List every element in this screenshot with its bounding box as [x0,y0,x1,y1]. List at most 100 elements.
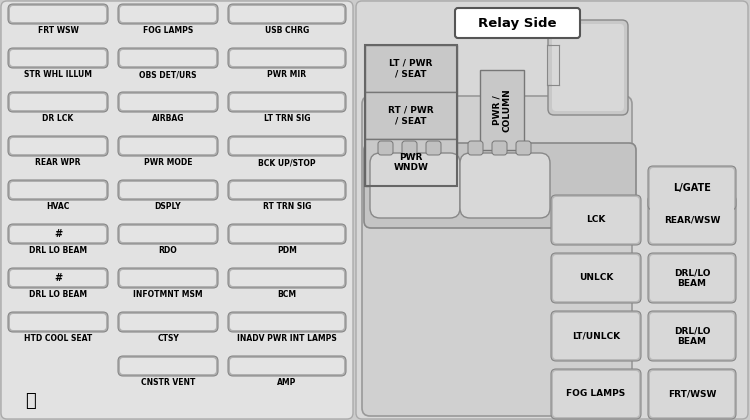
Text: DRL LO BEAM: DRL LO BEAM [29,290,87,299]
FancyBboxPatch shape [120,314,216,330]
Text: LT TRN SIG: LT TRN SIG [264,114,310,123]
FancyBboxPatch shape [228,136,346,156]
FancyBboxPatch shape [553,371,639,417]
FancyBboxPatch shape [468,141,483,155]
FancyBboxPatch shape [118,312,218,332]
FancyBboxPatch shape [10,270,106,286]
FancyBboxPatch shape [118,4,218,24]
Text: AIRBAG: AIRBAG [152,114,184,123]
FancyBboxPatch shape [650,255,734,301]
FancyBboxPatch shape [492,141,507,155]
FancyBboxPatch shape [228,268,346,288]
Bar [365,92,457,139]
FancyBboxPatch shape [8,48,108,68]
FancyBboxPatch shape [230,314,344,330]
Text: STR WHL ILLUM: STR WHL ILLUM [24,70,92,79]
Text: DRL LO BEAM: DRL LO BEAM [29,246,87,255]
Text: CTSY: CTSY [158,334,178,343]
FancyBboxPatch shape [8,4,108,24]
FancyBboxPatch shape [551,311,641,361]
FancyBboxPatch shape [228,312,346,332]
Text: #: # [54,273,62,283]
FancyBboxPatch shape [120,226,216,242]
Text: OBS DET/URS: OBS DET/URS [140,70,196,79]
Text: L/GATE: L/GATE [673,183,711,193]
Bar [365,139,457,186]
Text: 📖: 📖 [25,392,35,410]
FancyBboxPatch shape [10,138,106,154]
FancyBboxPatch shape [648,253,736,303]
Text: #: # [54,229,62,239]
FancyBboxPatch shape [230,94,344,110]
Text: DRL/LO
BEAM: DRL/LO BEAM [674,326,710,346]
Text: INADV PWR INT LAMPS: INADV PWR INT LAMPS [237,334,337,343]
Bar [365,45,457,186]
FancyBboxPatch shape [551,195,641,245]
Text: BCM: BCM [278,290,296,299]
FancyBboxPatch shape [402,141,417,155]
FancyBboxPatch shape [378,141,393,155]
Text: CNSTR VENT: CNSTR VENT [141,378,195,387]
FancyBboxPatch shape [370,153,460,218]
FancyBboxPatch shape [118,92,218,112]
FancyBboxPatch shape [650,168,734,208]
Text: INFOTMNT MSM: INFOTMNT MSM [134,290,202,299]
FancyBboxPatch shape [10,314,106,330]
FancyBboxPatch shape [118,136,218,156]
Text: RT / PWR
/ SEAT: RT / PWR / SEAT [388,106,433,125]
FancyBboxPatch shape [118,268,218,288]
FancyBboxPatch shape [10,94,106,110]
Text: DR LCK: DR LCK [42,114,74,123]
FancyBboxPatch shape [118,180,218,200]
Text: RDO: RDO [159,246,177,255]
FancyBboxPatch shape [553,313,639,359]
Text: LT / PWR
/ SEAT: LT / PWR / SEAT [389,59,433,78]
Text: Relay Side: Relay Side [478,16,556,29]
FancyBboxPatch shape [516,141,531,155]
FancyBboxPatch shape [230,50,344,66]
FancyBboxPatch shape [120,50,216,66]
FancyBboxPatch shape [120,6,216,22]
FancyBboxPatch shape [648,195,736,245]
Text: UNLCK: UNLCK [579,273,614,283]
FancyBboxPatch shape [230,6,344,22]
Text: FOG LAMPS: FOG LAMPS [142,26,194,35]
Text: USB CHRG: USB CHRG [265,26,309,35]
FancyBboxPatch shape [650,313,734,359]
Text: REAR WPR: REAR WPR [35,158,81,167]
Text: DRL/LO
BEAM: DRL/LO BEAM [674,268,710,288]
FancyBboxPatch shape [553,197,639,243]
Bar [480,70,524,150]
FancyBboxPatch shape [118,356,218,376]
FancyBboxPatch shape [230,270,344,286]
FancyBboxPatch shape [8,268,108,288]
Text: FOG LAMPS: FOG LAMPS [566,389,626,399]
FancyBboxPatch shape [10,226,106,242]
FancyBboxPatch shape [228,4,346,24]
FancyBboxPatch shape [8,180,108,200]
Text: PDM: PDM [277,246,297,255]
FancyBboxPatch shape [120,138,216,154]
Text: AMP: AMP [278,378,297,387]
Text: DSPLY: DSPLY [154,202,182,211]
FancyBboxPatch shape [10,182,106,198]
FancyBboxPatch shape [8,136,108,156]
FancyBboxPatch shape [650,197,734,243]
FancyBboxPatch shape [455,8,580,38]
FancyBboxPatch shape [548,20,628,115]
FancyBboxPatch shape [228,224,346,244]
FancyBboxPatch shape [120,94,216,110]
FancyBboxPatch shape [460,153,550,218]
FancyBboxPatch shape [228,356,346,376]
FancyBboxPatch shape [120,358,216,374]
Text: LT/UNLCK: LT/UNLCK [572,331,620,341]
FancyBboxPatch shape [120,182,216,198]
FancyBboxPatch shape [8,224,108,244]
Text: HVAC: HVAC [46,202,70,211]
FancyBboxPatch shape [362,96,632,416]
FancyBboxPatch shape [648,311,736,361]
FancyBboxPatch shape [118,224,218,244]
FancyBboxPatch shape [426,141,441,155]
FancyBboxPatch shape [228,48,346,68]
FancyBboxPatch shape [553,255,639,301]
